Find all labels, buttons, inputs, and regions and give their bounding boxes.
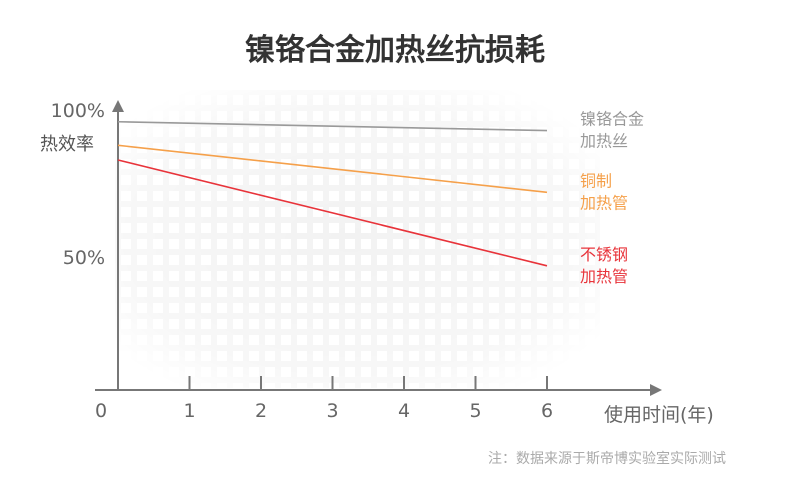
x-tick-label: 4 xyxy=(398,400,410,422)
grid-background xyxy=(115,89,601,388)
y-axis-label: 热效率 xyxy=(40,134,94,155)
series-label: 铜制 xyxy=(580,171,612,190)
source-note: 注：数据来源于斯帝博实验室实际测试 xyxy=(488,450,726,467)
y-axis-arrow xyxy=(112,100,124,112)
series-line xyxy=(117,159,548,267)
x-tick-label: 6 xyxy=(541,400,553,422)
x-axis-arrow xyxy=(650,384,662,396)
series-line xyxy=(117,120,548,132)
y-tick-label: 50% xyxy=(63,247,105,269)
series-label: 加热管 xyxy=(580,193,628,212)
series-label: 加热管 xyxy=(580,267,628,286)
x-tick-label: 1 xyxy=(183,400,195,422)
x-tick-label: 3 xyxy=(326,400,338,422)
y-tick-label: 100% xyxy=(51,100,105,122)
axes xyxy=(95,100,662,396)
series-label: 加热丝 xyxy=(580,132,628,151)
x-tick-label: 2 xyxy=(255,400,267,422)
x-tick-label: 0 xyxy=(95,400,107,422)
chart-title: 镍铬合金加热丝抗损耗 xyxy=(245,33,545,68)
x-tick-label: 5 xyxy=(469,400,481,422)
series-line xyxy=(117,144,548,194)
x-axis-label: 使用时间(年) xyxy=(604,404,714,426)
series-label: 不锈钢 xyxy=(580,245,628,264)
series-label: 镍铬合金 xyxy=(580,110,644,129)
